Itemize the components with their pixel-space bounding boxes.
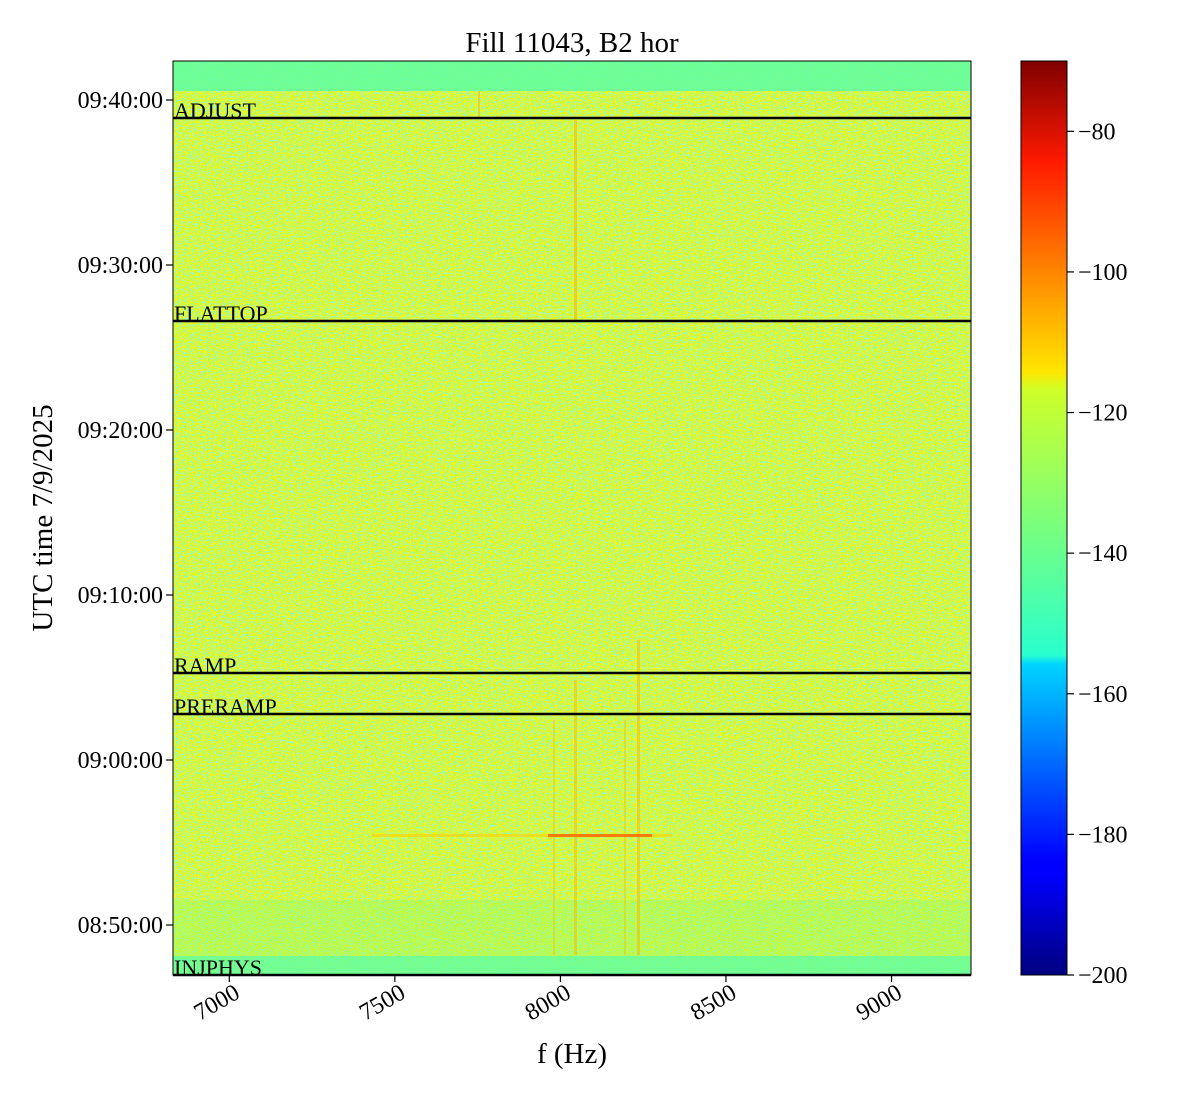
- y-tick-label: 09:10:00: [78, 583, 163, 609]
- colorbar-tick-label: −160: [1078, 682, 1128, 708]
- x-axis-label: f (Hz): [537, 1038, 607, 1070]
- colorbar-tick-label: −100: [1078, 260, 1128, 286]
- y-tick-label: 09:30:00: [78, 253, 163, 279]
- x-tick-label: 8000: [521, 980, 576, 1027]
- burst-row-strong: [548, 834, 652, 837]
- spectral-line-8040: [574, 120, 577, 320]
- y-tick-label: 09:40:00: [78, 88, 163, 114]
- spectral-line-8240: [637, 640, 640, 955]
- x-tick-label: 7000: [190, 980, 245, 1027]
- y-axis-label: UTC time 7/9/2025: [27, 404, 59, 631]
- burst-row-faint: [372, 834, 672, 837]
- spectral-line-8200: [624, 720, 626, 955]
- colorbar-tick-label: −200: [1078, 963, 1128, 989]
- colorbar-gradient: [1020, 60, 1068, 976]
- phase-label-flattop: FLATTOP: [174, 301, 268, 326]
- spectral-line-7750: [478, 91, 480, 119]
- y-tick-label: 09:20:00: [78, 418, 163, 444]
- heatmap-bottom-band: [173, 956, 971, 975]
- colorbar-tick-label: −180: [1078, 822, 1128, 848]
- spectral-line-7960: [553, 720, 555, 955]
- x-tick-label: 7500: [355, 980, 410, 1027]
- phase-label-injphys: INJPHYS: [174, 955, 262, 980]
- x-axis: 7000 7500 8000 8500 9000: [190, 975, 907, 1026]
- y-tick-label: 08:50:00: [78, 913, 163, 939]
- phase-label-preramp: PRERAMP: [174, 694, 277, 719]
- colorbar-ticks: −200 −180 −160 −140 −120 −100 −80: [1067, 119, 1128, 989]
- heatmap-top-band: [173, 61, 971, 91]
- heatmap-bottom-fade: [173, 900, 971, 956]
- phase-label-ramp: RAMP: [174, 653, 236, 678]
- plot-area: [173, 61, 971, 975]
- colorbar-tick-label: −140: [1078, 541, 1128, 567]
- heatmap-noise-yellow: [173, 61, 971, 975]
- phase-label-adjust: ADJUST: [174, 98, 256, 123]
- colorbar: −200 −180 −160 −140 −120 −100 −80: [1020, 60, 1128, 989]
- spectral-line-8040-lower: [574, 680, 577, 955]
- chart-title: Fill 11043, B2 hor: [465, 27, 679, 59]
- plot-frame: [172, 60, 972, 976]
- y-axis: 08:50:00 09:00:00 09:10:00 09:20:00 09:30:00…: [78, 88, 173, 939]
- x-tick-label: 9000: [852, 980, 907, 1027]
- x-tick-label: 8500: [686, 980, 741, 1027]
- colorbar-tick-label: −120: [1078, 401, 1128, 427]
- colorbar-tick-label: −80: [1078, 119, 1116, 145]
- y-tick-label: 09:00:00: [78, 748, 163, 774]
